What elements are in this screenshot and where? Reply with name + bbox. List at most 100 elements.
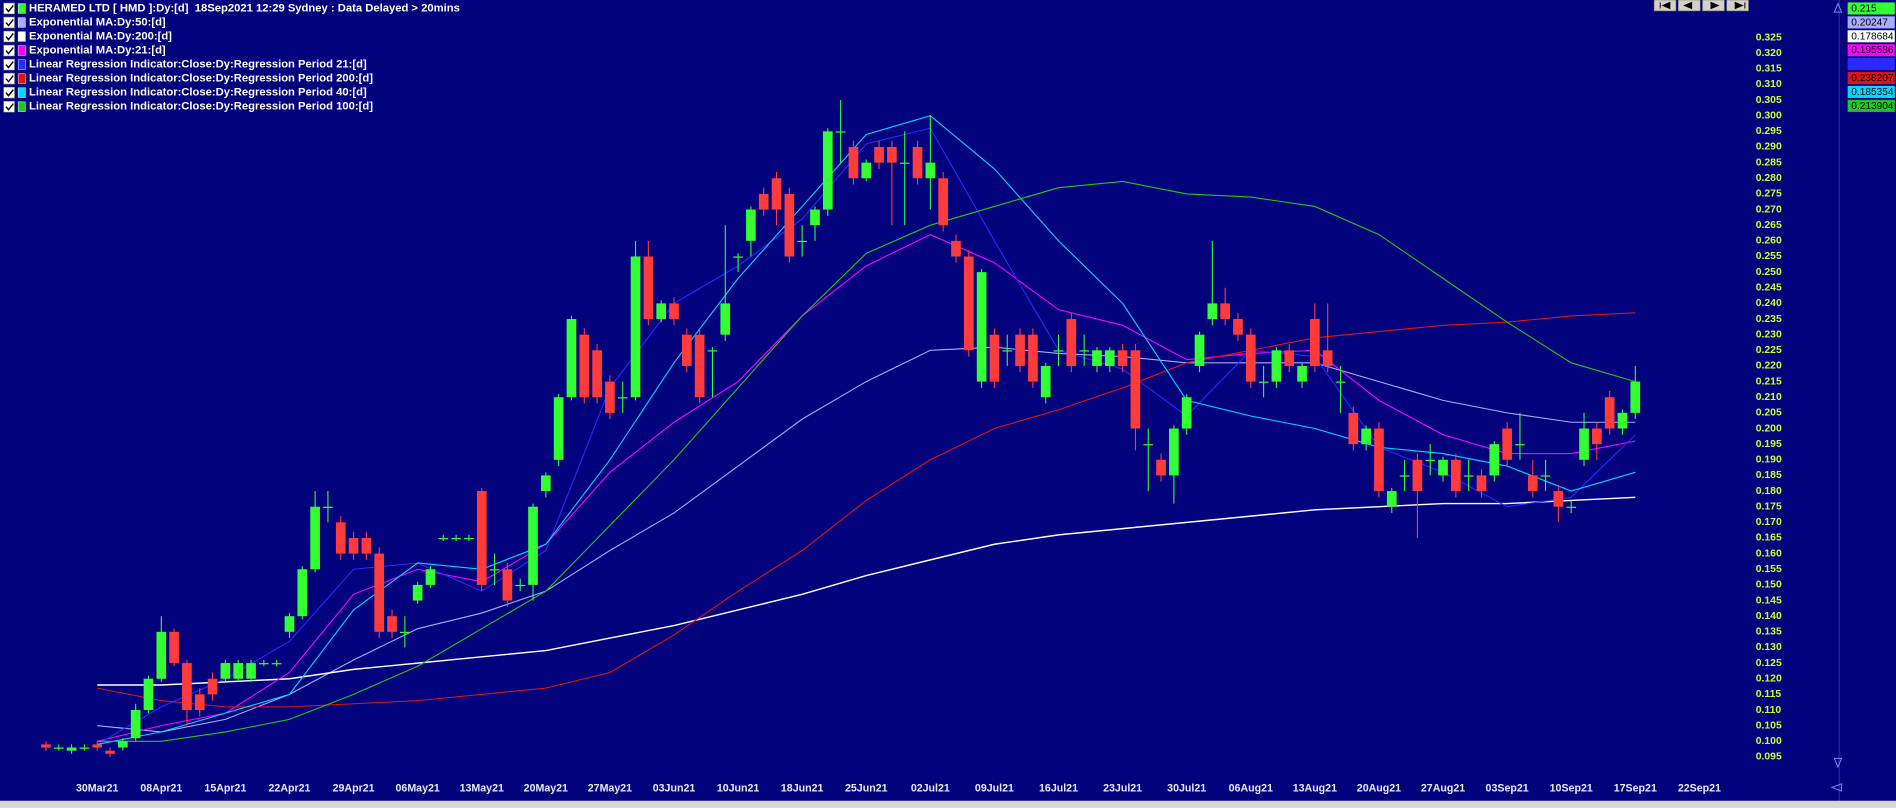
candle-body [1592, 428, 1602, 445]
indicator-line [97, 233, 1636, 742]
x-tick-label: 06Aug21 [1229, 782, 1273, 794]
candle-body [1079, 350, 1089, 352]
x-tick-label: 27May21 [588, 782, 632, 794]
legend-checkbox[interactable] [3, 2, 15, 15]
legend-checkbox[interactable] [3, 72, 15, 85]
y-tick-label: 0.125 [1756, 658, 1782, 669]
candle-body [617, 397, 628, 399]
candle-body [912, 147, 923, 179]
legend-swatch [17, 101, 26, 112]
candle-body [540, 475, 551, 492]
candle-body [566, 319, 577, 398]
legend-checkbox[interactable] [3, 58, 15, 71]
y-tick-label: 0.180 [1756, 486, 1782, 497]
candle-body [118, 741, 128, 748]
y-tick-label: 0.205 [1756, 408, 1782, 419]
legend-swatch [17, 87, 26, 98]
last-value-label: 0.213904 [1851, 101, 1894, 112]
candle-body [579, 334, 590, 398]
legend-checkbox[interactable] [3, 30, 15, 43]
candle-body [720, 303, 731, 335]
candle-body [323, 506, 333, 508]
y-tick-label: 0.300 [1756, 110, 1782, 121]
legend-checkbox[interactable] [3, 44, 15, 57]
x-tick-label: 22Apr21 [269, 782, 311, 794]
last-value-label: 0.178684 [1851, 31, 1894, 42]
candle-body [1335, 381, 1346, 383]
candle-body [1245, 334, 1256, 382]
y-tick-label: 0.275 [1756, 189, 1782, 200]
candle-body [348, 537, 359, 554]
candle-body [528, 506, 538, 585]
candle-body [1553, 491, 1564, 507]
candle-body [1502, 428, 1512, 460]
candle-body [361, 537, 372, 554]
candle-body [1451, 459, 1461, 492]
legend-label: Exponential MA:Dy:200:[d] [29, 30, 172, 42]
legend-checkbox[interactable] [3, 16, 15, 29]
legend-check [5, 33, 14, 41]
legend-checkbox[interactable] [3, 100, 15, 113]
candle-body [899, 162, 910, 164]
candle-body [1181, 397, 1192, 429]
y-tick-label: 0.095 [1756, 752, 1782, 763]
candle-body [489, 569, 500, 571]
last-value-box [1847, 58, 1895, 71]
candle-body [438, 537, 449, 540]
y-tick-label: 0.240 [1756, 298, 1782, 309]
candle-body [592, 350, 602, 398]
candle-body [246, 663, 256, 679]
legend-checkbox[interactable] [3, 86, 15, 99]
candle-body [1207, 303, 1218, 320]
x-tick-label: 02Jul21 [911, 782, 950, 794]
candle-body [963, 256, 974, 351]
x-tick-label: 15Apr21 [204, 782, 246, 794]
legend-check [5, 19, 14, 27]
scroll-up-icon[interactable] [1833, 2, 1843, 13]
bottom-strip [0, 800, 1896, 808]
x-tick-label: 17Sep21 [1614, 782, 1657, 794]
x-tick-label: 29Apr21 [333, 782, 375, 794]
candle-body [553, 397, 564, 460]
candle-body [1386, 491, 1397, 507]
x-tick-label: 09Jul21 [975, 782, 1014, 794]
legend-label: Exponential MA:Dy:21:[d] [29, 45, 166, 57]
candle-body [1361, 428, 1371, 445]
candle-body [976, 272, 987, 382]
last-value-label: 0.20247 [1851, 17, 1888, 28]
candle-body [1104, 350, 1115, 366]
candle-body [1233, 319, 1243, 335]
y-tick-label: 0.175 [1756, 501, 1782, 512]
y-tick-label: 0.285 [1756, 157, 1782, 168]
candle-body [1322, 350, 1333, 366]
legend-check [5, 89, 14, 97]
candle-body [1130, 350, 1141, 429]
candle-body [1489, 444, 1500, 476]
scroll-right-icon[interactable] [1830, 783, 1843, 792]
candle-body [1412, 459, 1423, 492]
candle-body [271, 663, 282, 665]
candles [41, 100, 1641, 757]
y-tick-label: 0.160 [1756, 548, 1782, 559]
y-tick-label: 0.150 [1756, 580, 1782, 591]
scroll-down-icon[interactable] [1833, 757, 1843, 769]
candle-body [1463, 475, 1474, 477]
candle-body [746, 209, 756, 241]
candle-body [1194, 334, 1205, 366]
y-tick-label: 0.210 [1756, 392, 1782, 403]
y-tick-label: 0.325 [1756, 32, 1782, 43]
candle-body [797, 240, 808, 243]
x-tick-label: 18Jun21 [781, 782, 824, 794]
candle-body [182, 663, 192, 711]
candle-body [1579, 428, 1589, 460]
candle-body [53, 747, 64, 749]
candle-body [169, 631, 179, 664]
legend-check [5, 61, 14, 69]
candle-body [476, 491, 487, 585]
candle-body [1310, 319, 1320, 366]
y-tick-label: 0.130 [1756, 642, 1782, 653]
candle-body [259, 663, 269, 665]
candle-body [220, 663, 231, 679]
legend-check [5, 47, 14, 55]
candle-body [1540, 475, 1551, 477]
